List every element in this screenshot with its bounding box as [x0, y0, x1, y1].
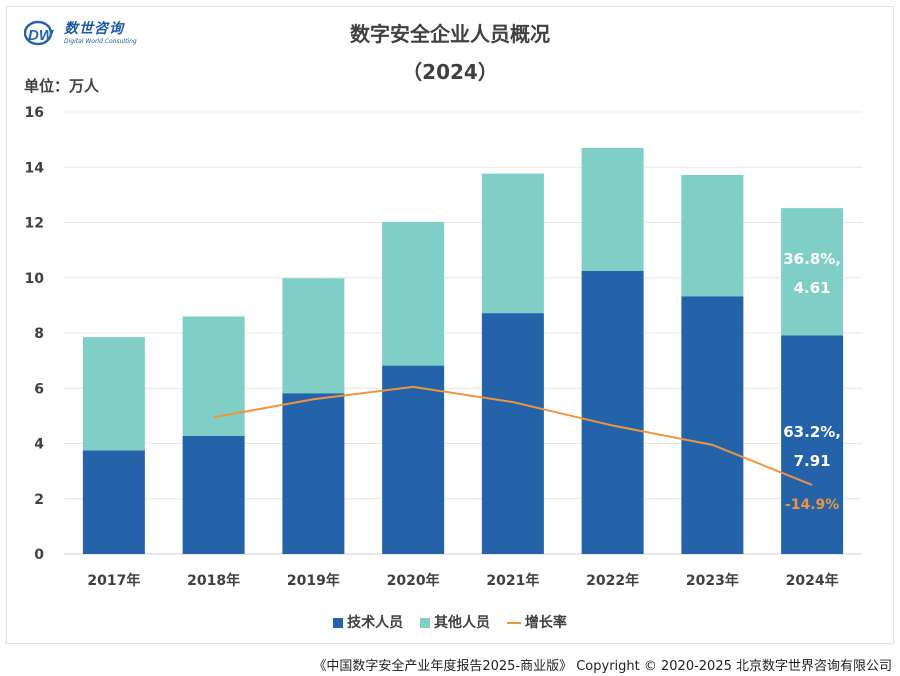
chart-subtitle: （2024）: [402, 60, 498, 84]
data-label-tech-value: 7.91: [794, 452, 831, 470]
data-label-layer: 36.8%, 4.61 63.2%, 7.91 -14.9%: [783, 250, 841, 513]
x-axis-ticks: 2017年 2018年 2019年 2020年 2021年 2022年 2023年 2024年: [87, 572, 838, 589]
x-tick-label: 2019年: [287, 572, 340, 589]
y-tick-label: 2: [34, 492, 44, 508]
bar-tech: [382, 365, 445, 554]
legend-swatch-other: [420, 618, 430, 628]
line-layer: [213, 385, 813, 486]
bar-layer: [82, 147, 844, 554]
legend-label-growth: 增长率: [524, 615, 567, 631]
x-tick-label: 2024年: [786, 572, 839, 589]
bar-other: [182, 316, 245, 436]
data-label-growth: -14.9%: [785, 497, 839, 513]
x-tick-label: 2018年: [187, 572, 240, 589]
legend-swatch-tech: [333, 618, 344, 628]
y-tick-label: 6: [34, 381, 44, 397]
bar-other: [382, 221, 445, 366]
bar-other: [781, 208, 844, 336]
bar-tech: [681, 296, 744, 554]
y-tick-label: 14: [25, 160, 45, 176]
logo-name-en: Digital World Consulting: [64, 38, 137, 45]
bar-tech: [581, 270, 644, 554]
bar-other: [282, 278, 345, 394]
svg-text:DW: DW: [28, 27, 55, 44]
y-tick-label: 10: [25, 271, 45, 287]
y-tick-label: 0: [34, 547, 44, 563]
unit-label: 单位：万人: [24, 77, 100, 95]
legend: 技术人员 其他人员 增长率: [0, 612, 900, 632]
x-tick-label: 2023年: [686, 572, 739, 589]
x-tick-label: 2021年: [486, 572, 539, 589]
bar-tech: [781, 335, 844, 554]
company-logo: DW 数世咨询 Digital World Consulting: [24, 16, 137, 50]
data-label-tech-pct: 63.2%,: [783, 423, 841, 441]
footer-copyright: 《中国数字安全产业年度报告2025-商业版》 Copyright © 2020-…: [313, 659, 892, 674]
bar-tech: [182, 435, 245, 554]
x-tick-label: 2022年: [586, 572, 639, 589]
bar-tech: [282, 393, 345, 554]
legend-item-other[interactable]: 其他人员: [420, 612, 490, 632]
legend-label-tech: 技术人员: [347, 615, 404, 631]
chart-title: 数字安全企业人员概况: [350, 22, 550, 46]
legend-swatch-growth: [506, 622, 521, 624]
logo-mark-icon: DW: [24, 20, 55, 46]
x-tick-label: 2020年: [387, 572, 440, 589]
data-label-other-value: 4.61: [794, 279, 831, 297]
legend-label-other: 其他人员: [434, 615, 490, 631]
bar-tech: [481, 313, 544, 554]
bar-other: [82, 337, 145, 451]
y-tick-label: 8: [34, 326, 44, 342]
logo-name-cn: 数世咨询: [64, 21, 124, 37]
data-label-other-pct: 36.8%,: [783, 250, 841, 268]
bar-tech: [82, 450, 145, 554]
y-axis-ticks: 0 2 4 6 8 10 12 14 16: [25, 105, 45, 563]
y-tick-label: 12: [25, 216, 44, 232]
y-tick-label: 4: [34, 437, 44, 453]
legend-item-growth[interactable]: 增长率: [506, 612, 567, 632]
bar-other: [681, 174, 744, 297]
legend-item-tech[interactable]: 技术人员: [333, 612, 403, 632]
y-tick-label: 16: [25, 105, 44, 121]
bar-other: [581, 147, 644, 271]
bar-other: [481, 173, 544, 314]
x-tick-label: 2017年: [87, 572, 140, 589]
